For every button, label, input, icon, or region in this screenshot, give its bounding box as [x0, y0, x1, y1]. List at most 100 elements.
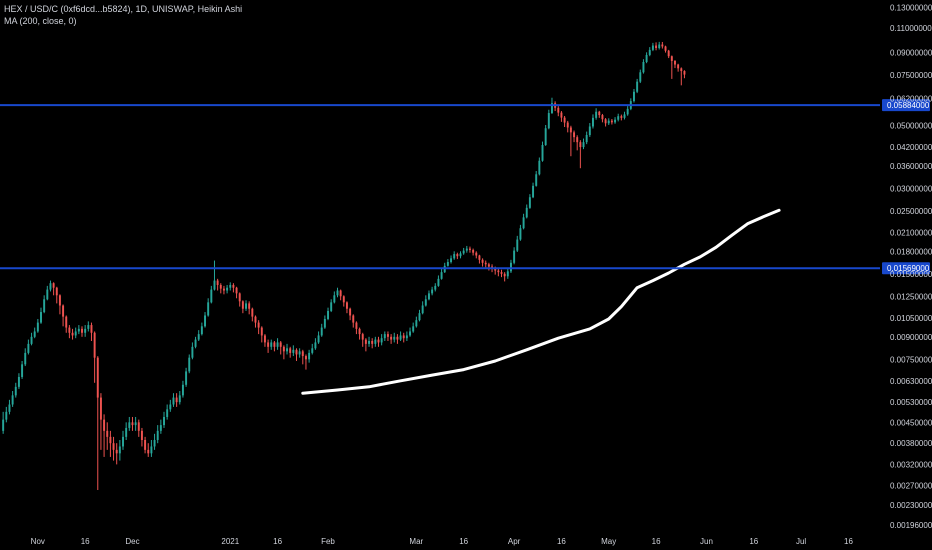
candle-body — [481, 259, 484, 263]
indicator-legend[interactable]: MA (200, close, 0) — [4, 16, 77, 26]
candle-body — [200, 326, 203, 335]
candle-body — [112, 443, 115, 450]
candle-body — [128, 422, 131, 428]
candle-body — [617, 116, 620, 120]
candle — [279, 340, 282, 355]
candle-body — [122, 436, 124, 447]
symbol-title[interactable]: HEX / USD/C (0xf6dcd...b5824), 1D, UNISW… — [4, 4, 243, 14]
candle — [677, 63, 680, 72]
candle-body — [573, 132, 576, 138]
candle — [276, 338, 279, 350]
candle-body — [106, 430, 109, 437]
candle-body — [118, 446, 121, 454]
candle-body — [81, 328, 83, 333]
candle-body — [144, 439, 147, 450]
candle — [519, 224, 522, 241]
horizontal-lines-layer: 0.05884000 0.01569000 — [0, 99, 930, 275]
price-tick-label: 0.00380000 — [890, 439, 932, 448]
candle-body — [140, 430, 143, 440]
candle — [342, 295, 345, 307]
candle — [213, 260, 216, 291]
time-tick-label: 16 — [557, 537, 566, 546]
candle-body — [636, 81, 639, 92]
candle-body — [601, 115, 604, 120]
candle-body — [333, 295, 336, 303]
candle-body — [327, 310, 330, 319]
candle — [598, 110, 601, 118]
candle — [415, 316, 418, 328]
candle-body — [421, 305, 424, 314]
candle — [245, 300, 247, 311]
candles-layer — [2, 41, 686, 491]
candle-body — [292, 349, 295, 353]
candle — [46, 285, 49, 301]
candle — [538, 157, 541, 176]
candle-body — [33, 331, 36, 337]
candle — [456, 252, 459, 260]
candle-body — [633, 91, 635, 102]
candle-body — [320, 327, 323, 336]
candle-body — [396, 336, 399, 340]
time-tick-label: Mar — [409, 537, 423, 546]
candle-body — [658, 44, 661, 49]
candle — [532, 182, 535, 199]
candle-body — [532, 185, 535, 198]
candle-body — [172, 397, 175, 405]
candle — [462, 247, 465, 255]
time-tick-label: Jun — [700, 537, 713, 546]
candle-body — [509, 262, 512, 272]
candle — [453, 251, 456, 260]
candle — [96, 356, 99, 491]
candle-body — [125, 427, 128, 437]
candle — [614, 117, 617, 124]
candle — [52, 282, 55, 296]
candle-body — [317, 335, 320, 343]
candle — [292, 345, 295, 357]
candle — [260, 326, 263, 343]
price-tick-label: 0.01050000 — [890, 314, 932, 323]
candle-body — [336, 290, 339, 296]
candle — [541, 141, 544, 162]
candle-body — [475, 252, 478, 256]
candle — [412, 322, 415, 333]
candle — [106, 422, 109, 450]
candle — [626, 106, 629, 116]
candle — [352, 314, 355, 328]
candle — [617, 113, 620, 122]
candle — [563, 115, 566, 127]
candle-body — [251, 308, 254, 317]
candle — [33, 327, 36, 339]
candle-body — [494, 268, 497, 271]
candle — [544, 125, 547, 146]
candle-body — [241, 301, 244, 309]
candle-body — [576, 137, 579, 143]
candle-body — [538, 160, 541, 175]
candle — [418, 309, 421, 322]
candle-body — [415, 320, 418, 327]
candle — [248, 301, 251, 315]
candle-body — [472, 249, 475, 253]
candle — [633, 88, 635, 103]
candle-body — [308, 352, 311, 360]
candle — [481, 258, 484, 267]
price-axis[interactable]: 0.13000000 0.11000000 0.09000000 0.07500000… — [890, 3, 932, 530]
candle-body — [36, 322, 39, 332]
candle — [409, 327, 412, 337]
candle-body — [314, 342, 317, 349]
candle — [134, 416, 137, 431]
candle-body — [17, 376, 20, 387]
candle-body — [323, 318, 326, 328]
candle — [472, 248, 475, 256]
candle — [327, 307, 330, 321]
candle-body — [207, 302, 210, 316]
candle-body — [478, 255, 481, 260]
candle — [74, 327, 77, 339]
candle-body — [380, 338, 383, 343]
candle — [396, 334, 399, 344]
candle-body — [282, 346, 285, 352]
candle — [27, 339, 30, 355]
candle — [358, 327, 361, 340]
time-axis[interactable]: Nov 16 Dec 2021 16 Feb Mar 16 Apr 16 May 16 Jun 16 Jul… — [31, 537, 854, 546]
candle — [355, 321, 358, 335]
